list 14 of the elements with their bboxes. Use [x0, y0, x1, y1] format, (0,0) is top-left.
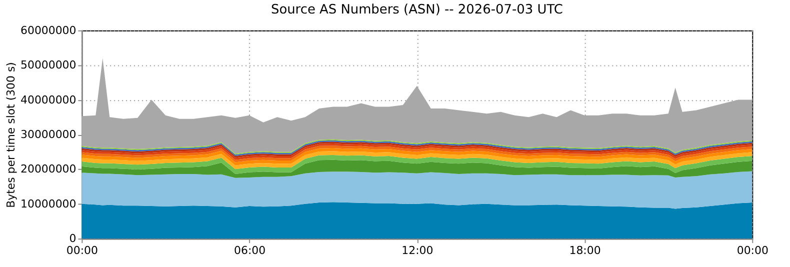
chart-title: Source AS Numbers (ASN) -- 2026-07-03 UTC: [270, 2, 563, 18]
y-tick-label: 40000000: [20, 93, 76, 106]
x-tick-label: 06:00: [234, 244, 266, 258]
y-tick-label: 0: [69, 232, 76, 246]
x-tick-label: 18:00: [569, 244, 601, 258]
x-tick-label: 00:00: [736, 244, 768, 258]
x-tick-label: 12:00: [402, 244, 434, 258]
y-tick-label: 30000000: [20, 128, 76, 141]
y-tick-label: 60000000: [20, 24, 76, 37]
y-tick-label: 50000000: [20, 58, 76, 72]
y-axis-title: Bytes per time slot (300 s): [4, 62, 18, 208]
y-tick-label: 20000000: [20, 162, 76, 176]
y-tick-label: 10000000: [20, 197, 76, 210]
x-tick-label: 00:00: [66, 244, 98, 258]
